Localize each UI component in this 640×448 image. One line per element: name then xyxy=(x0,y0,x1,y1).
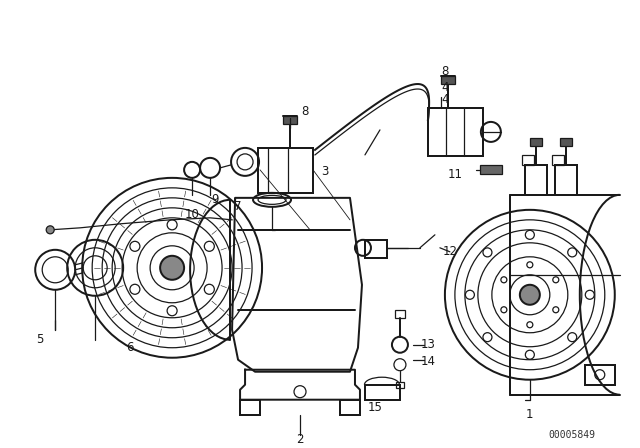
Circle shape xyxy=(520,285,540,305)
Bar xyxy=(396,382,404,388)
Bar xyxy=(522,155,534,165)
Text: 7: 7 xyxy=(234,200,242,213)
Text: 3: 3 xyxy=(321,165,329,178)
Bar xyxy=(525,165,547,195)
Text: 10: 10 xyxy=(185,208,200,221)
Text: 4: 4 xyxy=(441,94,449,107)
Text: 2: 2 xyxy=(296,433,304,446)
Circle shape xyxy=(46,226,54,234)
Text: 6: 6 xyxy=(126,341,134,354)
Bar xyxy=(555,165,577,195)
Text: 1: 1 xyxy=(526,408,534,421)
Text: 00005849: 00005849 xyxy=(548,430,595,439)
Text: 5: 5 xyxy=(36,333,44,346)
Text: 15: 15 xyxy=(367,401,382,414)
Text: 9: 9 xyxy=(211,194,219,207)
Bar xyxy=(530,138,542,146)
Bar xyxy=(560,138,572,146)
Bar xyxy=(441,76,455,84)
Bar xyxy=(395,310,405,318)
Text: 12: 12 xyxy=(442,246,458,258)
Bar xyxy=(365,240,387,258)
Text: 11: 11 xyxy=(447,168,462,181)
Circle shape xyxy=(160,256,184,280)
Text: 13: 13 xyxy=(420,338,435,351)
Text: 8: 8 xyxy=(441,65,449,78)
Bar xyxy=(365,385,400,400)
Bar xyxy=(552,155,564,165)
Text: 4: 4 xyxy=(441,82,449,95)
Bar xyxy=(283,116,297,124)
Bar xyxy=(480,165,502,174)
Text: 8: 8 xyxy=(301,105,308,118)
Text: 14: 14 xyxy=(420,355,435,368)
Bar xyxy=(428,108,483,156)
Bar xyxy=(585,365,615,385)
Bar xyxy=(258,148,313,193)
